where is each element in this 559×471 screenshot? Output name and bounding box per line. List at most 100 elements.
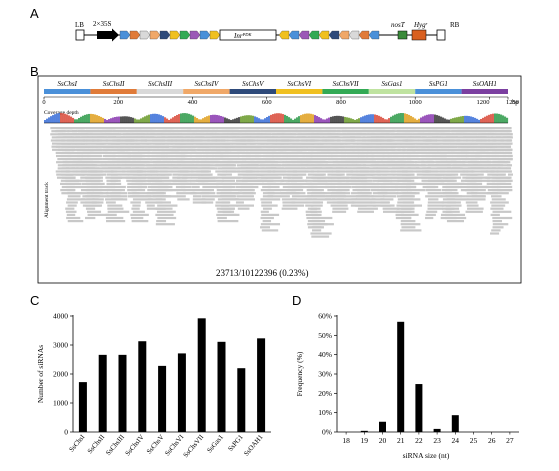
alignment-read (355, 198, 376, 201)
alignment-read (91, 139, 101, 142)
alignment-read (315, 173, 324, 176)
gene-strip-segment (90, 89, 137, 94)
alignment-read (155, 207, 173, 210)
alignment-read (470, 167, 483, 170)
alignment-read (445, 210, 460, 213)
alignment-read (285, 167, 301, 170)
alignment-read (330, 176, 342, 179)
alignment-read (145, 201, 163, 204)
alignment-read (507, 173, 513, 176)
antisense-fragment-arrow (318, 30, 330, 40)
alignment-read (196, 158, 207, 161)
alignment-read (400, 229, 422, 232)
alignment-read (261, 204, 278, 207)
alignment-read (65, 136, 74, 139)
panel-b-frame (37, 75, 522, 284)
alignment-read (201, 176, 216, 179)
alignment-read (337, 201, 357, 204)
alignment-read (226, 170, 240, 173)
x-tick-label: 24 (452, 436, 460, 445)
alignment-read (191, 133, 200, 136)
y-tick-label: 0% (322, 428, 332, 437)
coverage-bar (274, 113, 277, 123)
alignment-read (407, 158, 425, 161)
coverage-bar (178, 114, 181, 123)
alignment-read (66, 216, 81, 220)
alignment-read (405, 179, 415, 182)
alignment-read (67, 192, 82, 195)
alignment-read (221, 201, 231, 204)
coverage-bar (62, 113, 65, 123)
alignment-read (201, 170, 211, 173)
coverage-bar (286, 115, 289, 123)
alignment-read (317, 158, 334, 161)
gene-strip-segment (229, 89, 276, 94)
lb-box (75, 29, 85, 41)
alignment-read (130, 142, 141, 145)
alignment-read (130, 195, 152, 198)
bar (217, 341, 226, 432)
alignment-read (446, 182, 465, 185)
alignment-read (261, 229, 279, 232)
hyg-label: Hygr (413, 21, 428, 29)
alignment-read (370, 182, 379, 185)
alignment-read (407, 189, 426, 192)
alignment-read (137, 158, 152, 161)
alignment-read (305, 127, 315, 130)
alignment-read (137, 151, 150, 154)
antisense-fragment-arrow (288, 30, 300, 40)
alignment-read (407, 164, 419, 167)
alignment-read (382, 173, 395, 176)
alignment-read (146, 164, 158, 167)
coverage-bar (208, 115, 211, 123)
alignment-read (426, 127, 438, 130)
alignment-read (86, 127, 99, 130)
coverage-bar (500, 114, 503, 123)
alignment-read (310, 127, 321, 130)
alignment-read (376, 167, 389, 170)
bar (78, 382, 87, 432)
alignment-read (182, 189, 195, 192)
alignment-read (400, 213, 419, 216)
alignment-read (466, 170, 475, 173)
sense-fragment-arrow (169, 30, 181, 40)
alignment-read (292, 167, 306, 170)
alignment-read (111, 185, 126, 189)
x-tick-label: 26 (488, 436, 496, 445)
alignment-read (357, 210, 374, 213)
coverage-bar (172, 117, 175, 123)
alignment-read (251, 130, 261, 133)
alignment-read (50, 133, 66, 136)
alignment-read (156, 220, 167, 223)
alignment-read (345, 142, 359, 145)
alignment-read (357, 201, 376, 204)
alignment-read (350, 179, 362, 182)
alignment-read (305, 204, 314, 207)
alignment-read (335, 148, 345, 151)
coverage-bar (144, 116, 147, 123)
alignment-read (335, 170, 353, 173)
alignment-read (92, 198, 104, 201)
alignment-read (305, 170, 314, 173)
coverage-bar (424, 115, 427, 123)
coverage-bar (116, 116, 119, 123)
alignment-read (331, 179, 340, 182)
hyg-gene-box (411, 29, 427, 41)
alignment-read (291, 195, 313, 198)
panel-b-letter: B (30, 64, 39, 79)
alignment-read (382, 182, 393, 185)
bar (177, 353, 186, 432)
alignment-read (497, 167, 507, 170)
alignment-read (361, 182, 370, 185)
bar (433, 428, 441, 432)
alignment-read (156, 158, 167, 161)
coverage-bar (334, 115, 337, 123)
alignment-read (455, 133, 470, 136)
alignment-read (461, 127, 473, 130)
alignment-read (220, 189, 242, 192)
alignment-read (90, 170, 104, 173)
coverage-bar (438, 115, 441, 123)
coverage-bar (384, 119, 387, 123)
coverage-bar (346, 117, 349, 123)
